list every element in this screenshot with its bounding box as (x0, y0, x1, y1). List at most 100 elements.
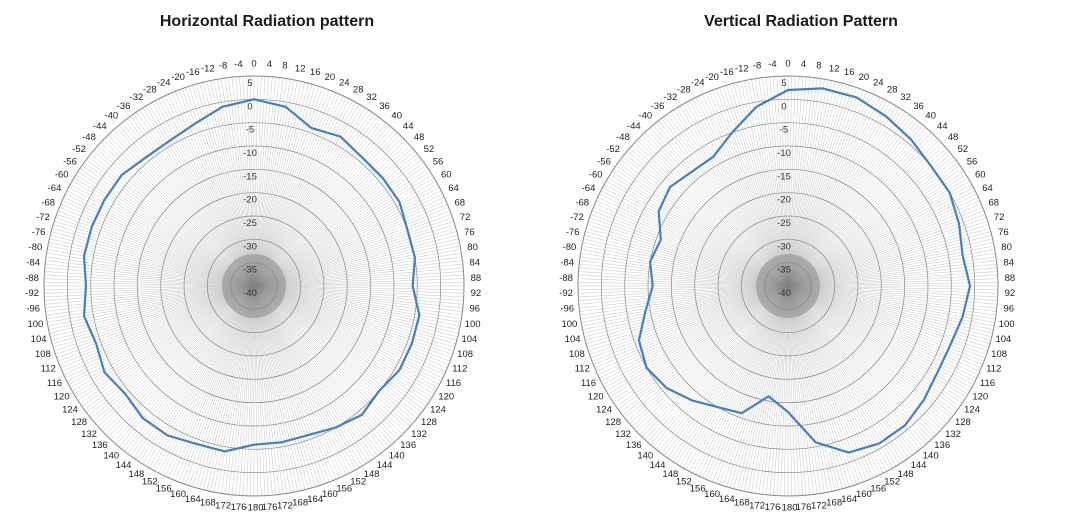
spoke (787, 285, 997, 309)
spoke (787, 285, 998, 301)
data-point (195, 443, 198, 445)
spoke (253, 285, 435, 395)
angle-tick-label: 20 (859, 72, 870, 83)
spoke (253, 285, 464, 298)
spoke (253, 285, 449, 365)
spoke (217, 285, 255, 493)
spoke (629, 285, 789, 424)
ring (670, 168, 906, 404)
angle-tick-label: 168 (826, 498, 842, 509)
data-point (411, 285, 414, 287)
radial-tick-label: -20 (777, 195, 791, 206)
spoke (253, 285, 340, 478)
ring (740, 238, 836, 334)
spoke (253, 285, 463, 309)
spoke (253, 162, 425, 287)
spoke (228, 77, 255, 287)
angle-tick-label: 160 (856, 489, 872, 500)
spoke (787, 129, 929, 287)
spoke (86, 159, 255, 287)
spoke (253, 285, 280, 495)
spoke (787, 80, 832, 287)
spoke (787, 171, 965, 287)
angle-tick-label: -60 (55, 170, 69, 181)
spoke (253, 207, 449, 287)
spoke (787, 285, 974, 385)
spoke (49, 285, 255, 334)
spoke (719, 87, 789, 287)
angle-tick-label: 32 (900, 92, 911, 103)
angle-tick-label: 24 (339, 78, 350, 89)
angle-tick-label: 144 (911, 460, 927, 471)
spoke (611, 171, 789, 287)
spoke (597, 197, 789, 287)
spoke (253, 285, 262, 496)
spoke (43, 285, 255, 290)
spoke (210, 80, 255, 287)
angle-tick-label: 120 (588, 392, 604, 403)
spoke (217, 79, 255, 287)
angle-tick-label: 136 (400, 440, 416, 451)
spoke (726, 85, 789, 287)
angle-tick-label: 148 (364, 469, 380, 480)
spoke (587, 224, 789, 287)
spoke (253, 238, 459, 287)
spoke (59, 207, 255, 287)
data-point (878, 442, 880, 445)
spoke (118, 124, 255, 287)
spoke (253, 77, 280, 287)
spoke (787, 285, 963, 404)
spoke (75, 285, 255, 398)
spoke (253, 285, 320, 486)
spoke (589, 285, 789, 355)
data-point (847, 451, 850, 454)
spoke (161, 97, 255, 287)
spoke (124, 120, 255, 287)
radial-tick-label: 5 (247, 78, 252, 89)
spoke (50, 235, 255, 287)
angle-tick-label: 104 (565, 334, 581, 345)
spoke (787, 285, 969, 395)
spoke (705, 92, 789, 287)
spoke (231, 285, 255, 495)
spoke (253, 153, 418, 287)
spoke (235, 76, 255, 287)
spoke (787, 139, 940, 287)
spoke (676, 107, 789, 287)
spoke (787, 105, 897, 287)
angle-tick-label: 80 (467, 242, 478, 253)
data-point (665, 387, 668, 389)
spoke (116, 127, 255, 287)
spoke (253, 285, 295, 493)
spoke (578, 285, 789, 294)
spoke (787, 94, 874, 287)
spoke (253, 285, 443, 379)
spoke (253, 285, 445, 375)
spoke (613, 168, 789, 287)
spoke (611, 285, 789, 401)
angle-tick-label: 44 (937, 121, 948, 132)
spoke (45, 256, 255, 287)
angle-tick-label: -12 (735, 63, 749, 74)
spoke (107, 285, 255, 438)
spoke (168, 285, 255, 478)
spoke (246, 76, 255, 287)
spoke (787, 120, 918, 287)
spoke (175, 285, 255, 481)
spoke (787, 111, 906, 287)
spoke (787, 285, 807, 496)
radial-tick-label: -10 (243, 148, 257, 159)
spoke (158, 285, 255, 474)
angle-tick-label: -88 (559, 273, 573, 284)
spoke (246, 285, 255, 496)
spoke (88, 156, 255, 287)
spoke (581, 285, 789, 327)
spoke (57, 210, 255, 287)
spoke (765, 285, 789, 495)
spoke (253, 285, 455, 348)
angle-tick-label: 56 (967, 156, 978, 167)
spoke (253, 220, 454, 287)
spoke (626, 150, 789, 287)
spoke (787, 142, 942, 287)
radial-tick-label: -40 (243, 288, 257, 299)
